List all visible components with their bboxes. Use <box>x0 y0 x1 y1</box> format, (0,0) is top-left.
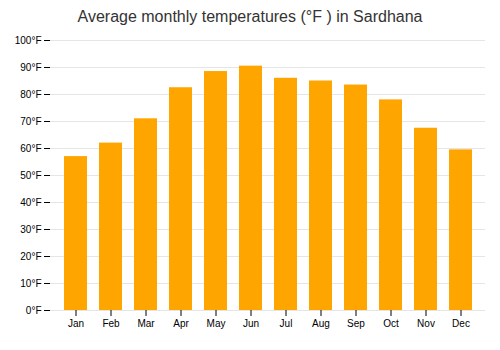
svg-text:Mar: Mar <box>137 318 155 329</box>
svg-text:Apr: Apr <box>173 318 189 329</box>
svg-text:Jun: Jun <box>243 318 259 329</box>
svg-text:80°F: 80°F <box>20 89 41 100</box>
svg-text:20°F: 20°F <box>20 251 41 262</box>
svg-text:Feb: Feb <box>102 318 120 329</box>
svg-text:40°F: 40°F <box>20 197 41 208</box>
svg-text:70°F: 70°F <box>20 116 41 127</box>
svg-text:90°F: 90°F <box>20 62 41 73</box>
svg-text:0°F: 0°F <box>26 305 42 316</box>
svg-text:50°F: 50°F <box>20 170 41 181</box>
svg-text:Jul: Jul <box>280 318 293 329</box>
svg-text:100°F: 100°F <box>15 35 42 46</box>
svg-text:Sep: Sep <box>347 318 365 329</box>
svg-text:30°F: 30°F <box>20 224 41 235</box>
svg-text:Dec: Dec <box>452 318 470 329</box>
svg-text:60°F: 60°F <box>20 143 41 154</box>
svg-text:Oct: Oct <box>383 318 399 329</box>
svg-text:Aug: Aug <box>312 318 330 329</box>
html-text:Average monthly temperatures (: Average monthly temperatures (°F ) in Sa… <box>77 8 423 25</box>
svg-text:May: May <box>207 318 226 329</box>
svg-text:Nov: Nov <box>417 318 435 329</box>
svg-text:10°F: 10°F <box>20 278 41 289</box>
svg-text:Jan: Jan <box>68 318 84 329</box>
